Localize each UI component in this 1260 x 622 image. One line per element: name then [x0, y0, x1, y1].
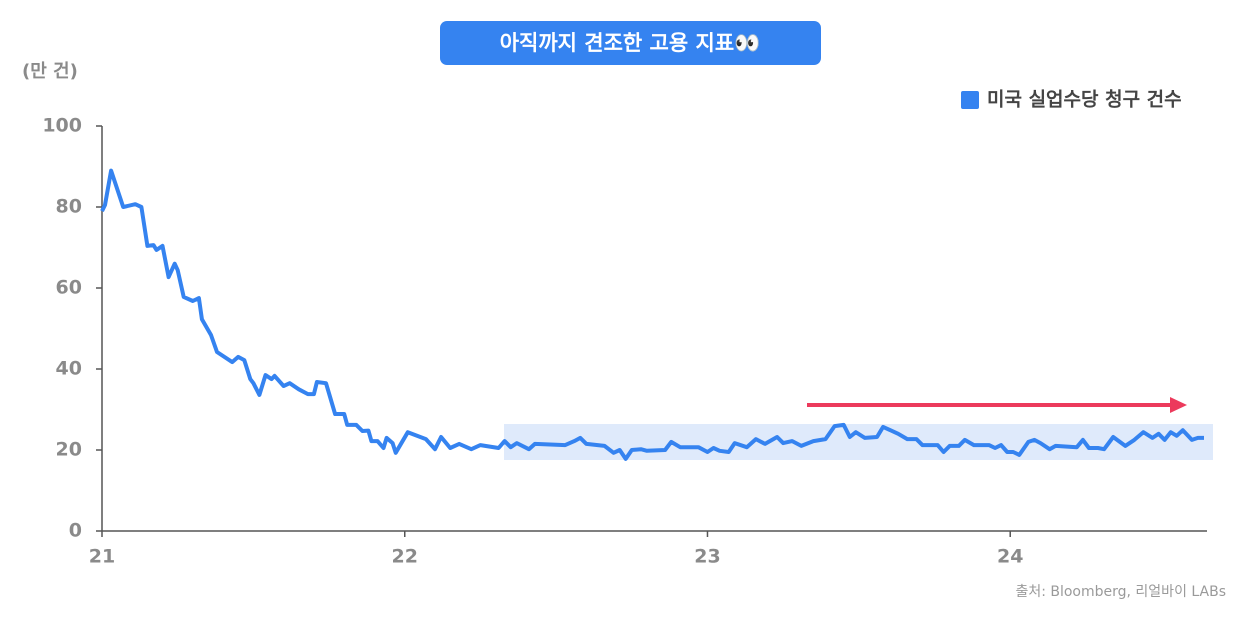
line	[100, 168, 1204, 461]
x-tick-label: 22	[392, 546, 418, 568]
y-tick-label: 80	[56, 196, 82, 218]
y-tick-label: 60	[56, 277, 82, 299]
y-tick-label: 0	[69, 520, 82, 542]
source: 출처: Bloomberg, 리얼바이 LABs	[1015, 584, 1226, 600]
y-tick-label: 20	[56, 439, 82, 461]
arrow-head	[1170, 397, 1187, 413]
y-axis-label: (만 건)	[22, 61, 78, 82]
highlight-band	[504, 424, 1213, 460]
title-box	[440, 21, 821, 65]
x-tick-label: 21	[89, 546, 115, 568]
y-tick-label: 100	[42, 115, 82, 137]
x-tick-label: 24	[997, 546, 1023, 568]
legend-label: 미국 실업수당 청구 건수	[987, 89, 1182, 111]
chart-title: 아직까지 견조한 고용 지표👀	[500, 31, 761, 55]
x-tick-label: 23	[694, 546, 720, 568]
legend-swatch	[961, 91, 979, 109]
y-tick-label: 40	[56, 358, 82, 380]
